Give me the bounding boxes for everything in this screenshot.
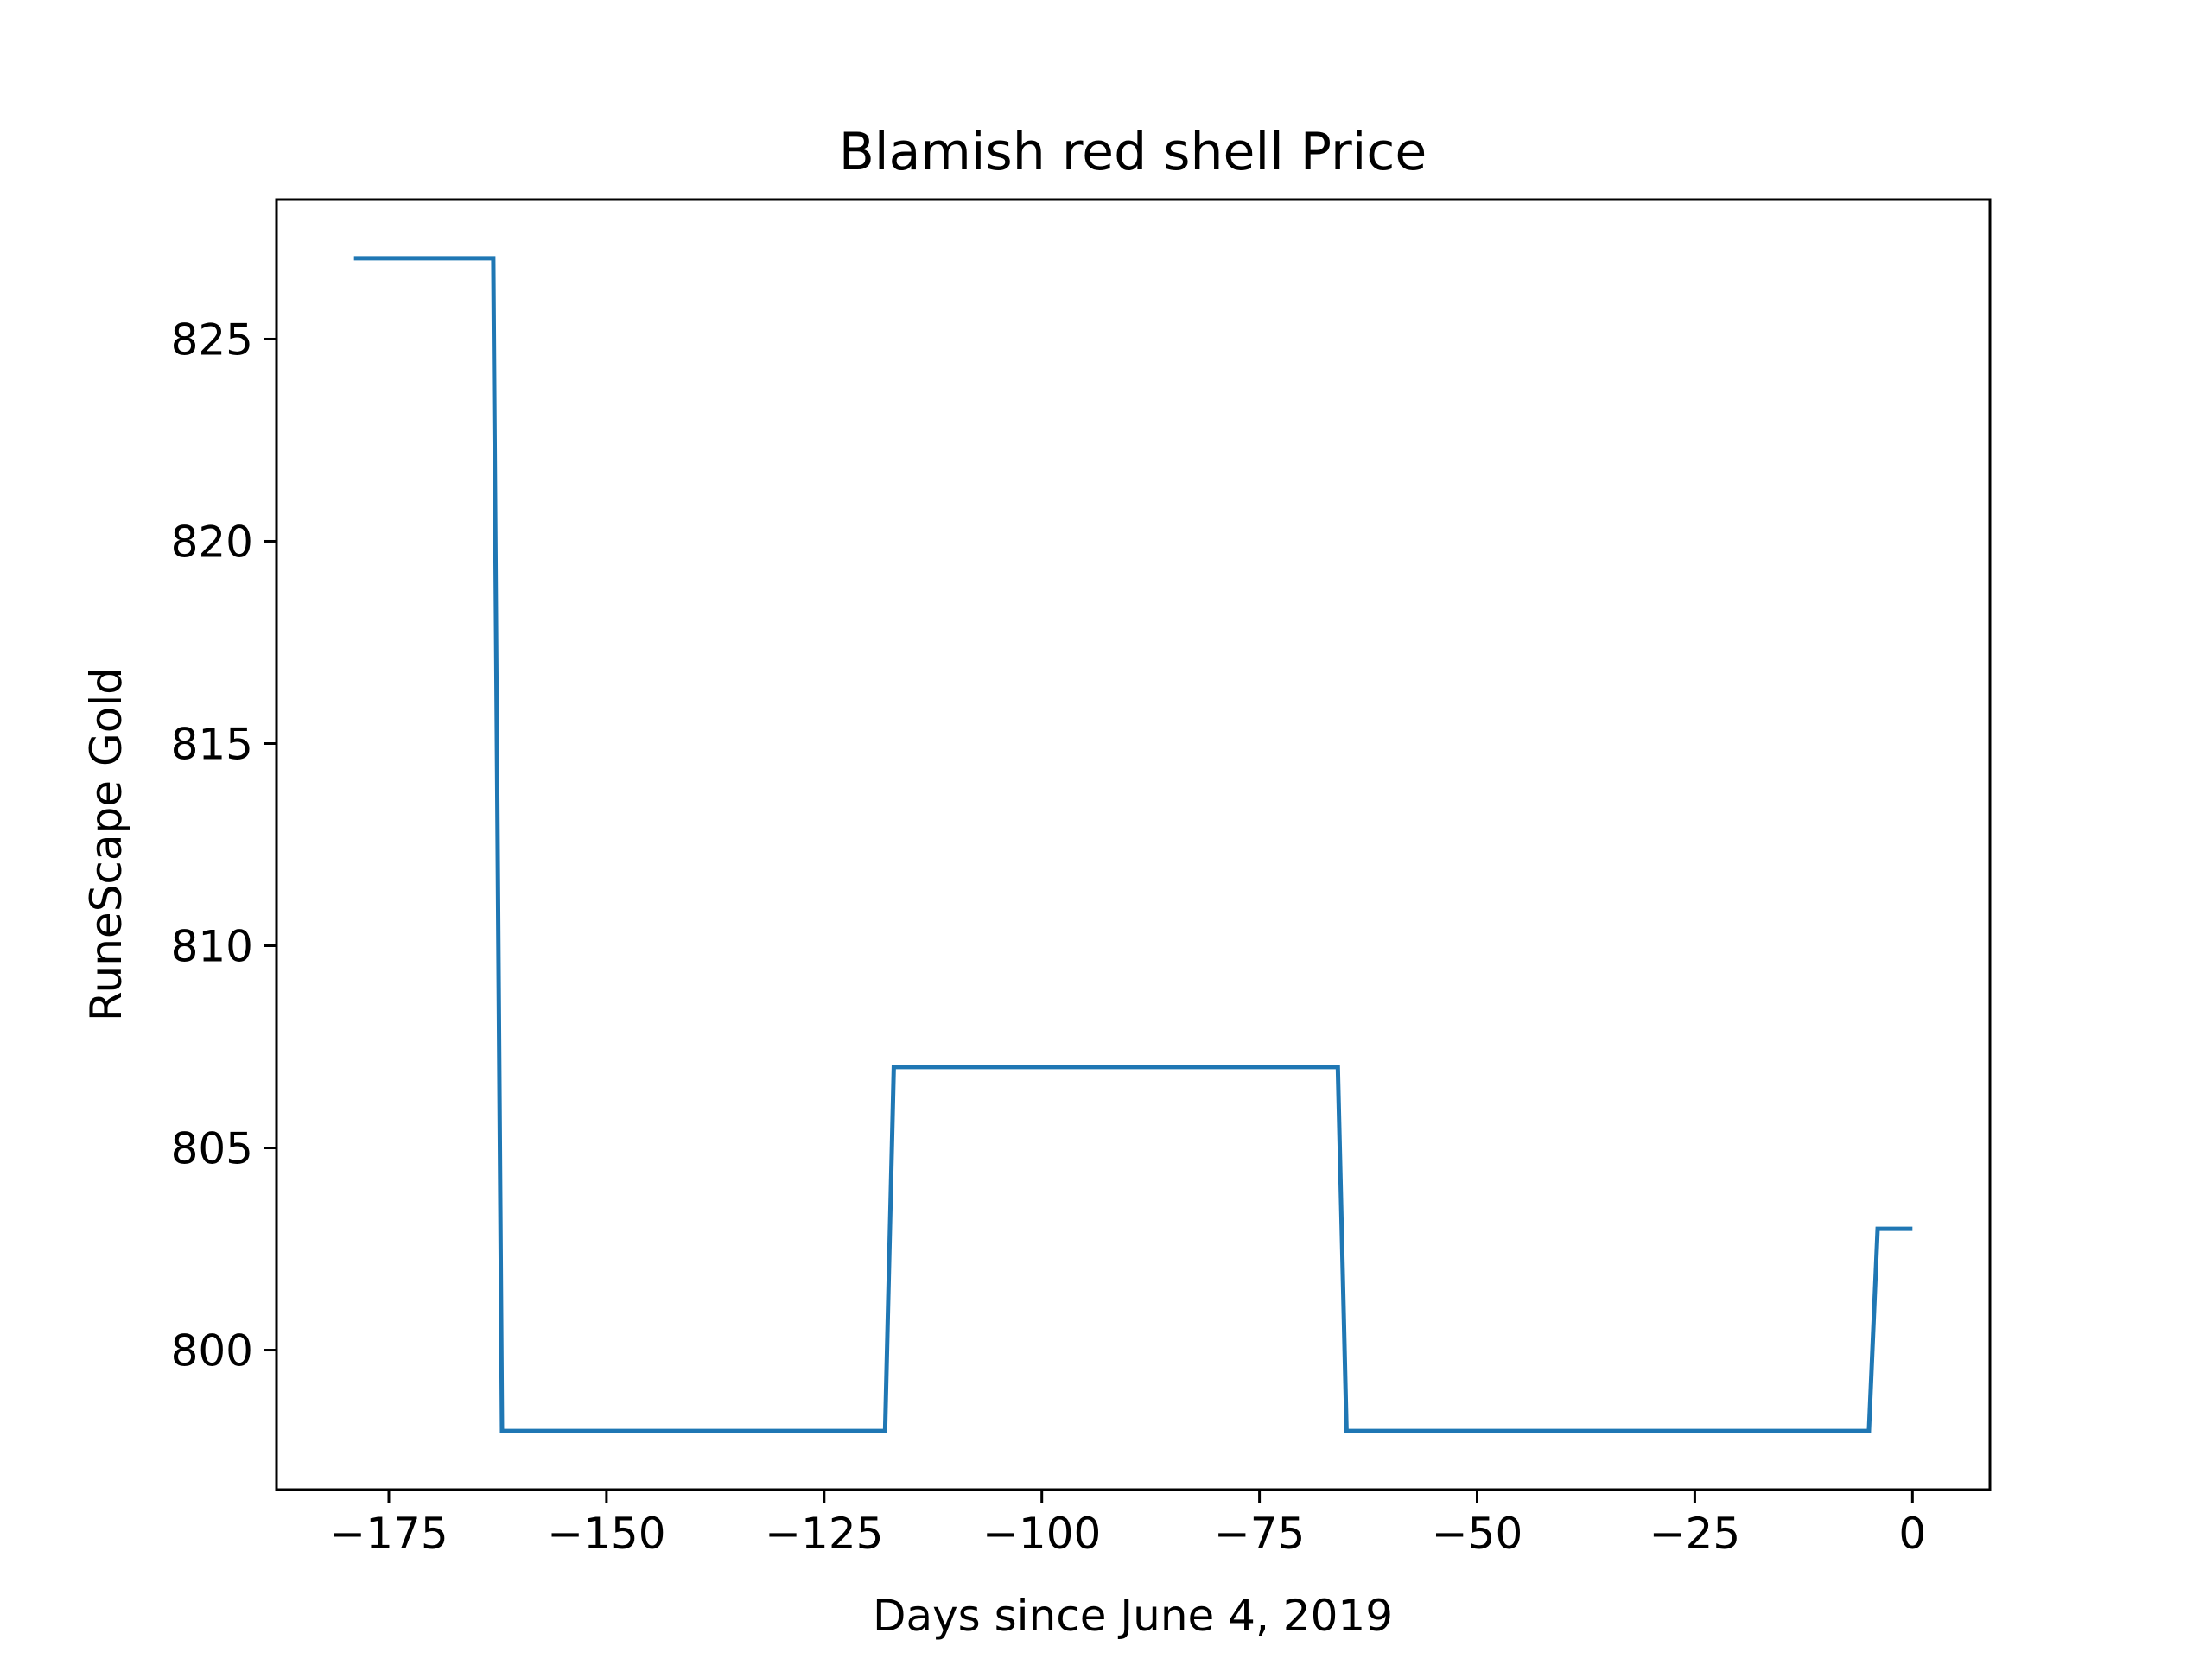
x-tick-label: −175 <box>329 1509 448 1559</box>
x-tick-label: −50 <box>1432 1509 1523 1559</box>
y-tick-label: 810 <box>171 922 253 972</box>
x-tick-label: −25 <box>1649 1509 1741 1559</box>
y-axis: 800 805 810 815 820 825 <box>171 315 276 1376</box>
x-tick-label: −100 <box>982 1509 1101 1559</box>
y-axis-label: RuneScape Gold <box>81 667 131 1021</box>
x-tick-label: −75 <box>1214 1509 1306 1559</box>
y-tick-label: 820 <box>171 517 253 567</box>
x-tick-label: −150 <box>547 1509 665 1559</box>
x-axis-label: Days since June 4, 2019 <box>873 1591 1393 1641</box>
chart-title: Blamish red shell Price <box>839 122 1427 182</box>
plot-frame <box>275 198 1992 1491</box>
series-line-0 <box>353 256 1913 1433</box>
y-tick-label: 800 <box>171 1326 253 1376</box>
x-tick-label: 0 <box>1898 1509 1926 1559</box>
x-axis: −175 −150 −125 −100 −75 −50 −25 0 <box>329 1490 1926 1559</box>
y-tick-label: 805 <box>171 1124 253 1174</box>
x-tick-label: −125 <box>765 1509 883 1559</box>
plot-area <box>353 256 1913 1433</box>
y-tick-label: 815 <box>171 719 253 769</box>
y-tick-label: 825 <box>171 315 253 365</box>
